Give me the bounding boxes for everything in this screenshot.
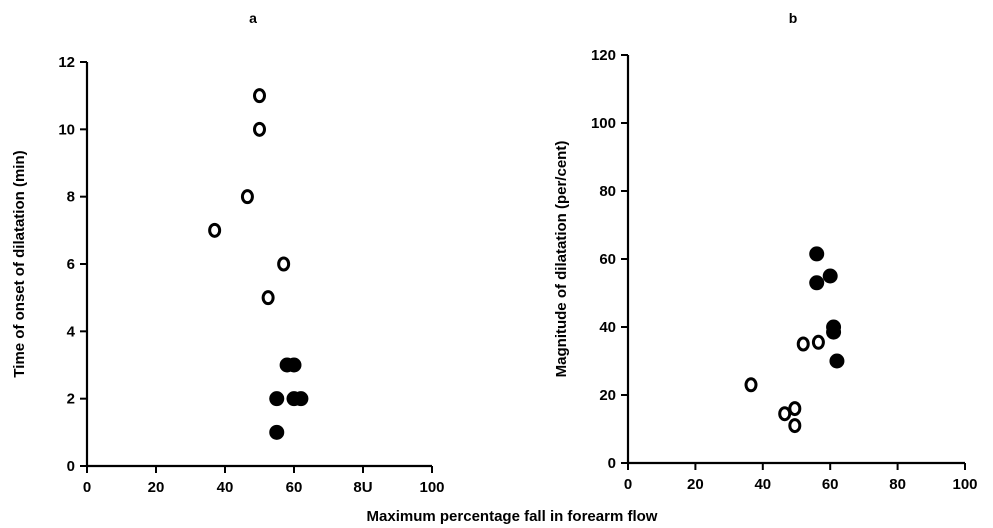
- y-axis-title: Magnitude of dilatation (per/cent): [553, 141, 570, 378]
- data-point-open: [811, 334, 825, 350]
- data-point-open: [208, 222, 222, 238]
- data-point-open: [788, 401, 802, 417]
- data-point-filled: [286, 357, 302, 373]
- y-tick-label: 0: [608, 455, 616, 472]
- x-tick-label: 20: [687, 476, 704, 493]
- x-tick-label: 100: [419, 479, 444, 496]
- data-point-open: [240, 189, 254, 205]
- x-tick-label: 40: [754, 476, 771, 493]
- data-point-open: [261, 290, 275, 306]
- x-tick-label: 80: [889, 476, 906, 493]
- x-tick-label: 60: [286, 479, 303, 496]
- shared-x-axis-title: Maximum percentage fall in forearm flow: [367, 508, 658, 525]
- x-tick-label: 100: [952, 476, 977, 493]
- data-point-filled: [826, 324, 842, 340]
- y-tick-label: 8: [67, 189, 75, 206]
- data-point-open: [253, 121, 266, 137]
- y-tick-label: 2: [67, 391, 75, 408]
- panel-label: a: [249, 10, 257, 26]
- y-tick-label: 100: [591, 115, 616, 132]
- x-tick-label: 0: [83, 479, 91, 496]
- x-tick-label: 0: [624, 476, 632, 493]
- data-point-filled: [269, 391, 285, 407]
- data-point-open: [744, 377, 758, 393]
- data-point-filled: [822, 268, 838, 284]
- panel-label: b: [789, 10, 798, 26]
- data-point-open: [253, 88, 266, 104]
- panel-a: 0 2 4 6 8 10 12 0 20 40 60 8U 100 Time of onset of di…: [11, 10, 445, 496]
- x-tick-label: 8U: [353, 479, 372, 496]
- y-tick-label: 80: [599, 183, 616, 200]
- y-tick-label: 10: [58, 121, 75, 138]
- y-tick-label: 40: [599, 319, 616, 336]
- x-tick-label: 40: [217, 479, 234, 496]
- data-point-open: [796, 336, 810, 352]
- data-point-open: [778, 406, 792, 422]
- data-point-filled: [269, 424, 285, 440]
- data-point-open: [788, 418, 802, 434]
- y-tick-label: 120: [591, 47, 616, 64]
- data-point-filled: [809, 275, 825, 291]
- data-point-filled: [809, 246, 825, 262]
- y-tick-label: 12: [58, 54, 75, 71]
- y-tick-label: 0: [67, 458, 75, 475]
- x-tick-label: 60: [822, 476, 839, 493]
- y-tick-label: 4: [67, 323, 76, 340]
- data-point-filled: [829, 353, 845, 369]
- y-axis-title: Time of onset of dilatation (min): [11, 150, 28, 377]
- x-tick-label: 20: [148, 479, 165, 496]
- data-point-open: [277, 256, 291, 272]
- y-tick-label: 6: [67, 256, 75, 273]
- panel-b: 0 20 40 60 80 100 120 0 20 40 60 80 100 Magnitude of …: [553, 10, 978, 493]
- y-tick-label: 60: [599, 251, 616, 268]
- data-point-filled: [293, 391, 309, 407]
- y-tick-label: 20: [599, 387, 616, 404]
